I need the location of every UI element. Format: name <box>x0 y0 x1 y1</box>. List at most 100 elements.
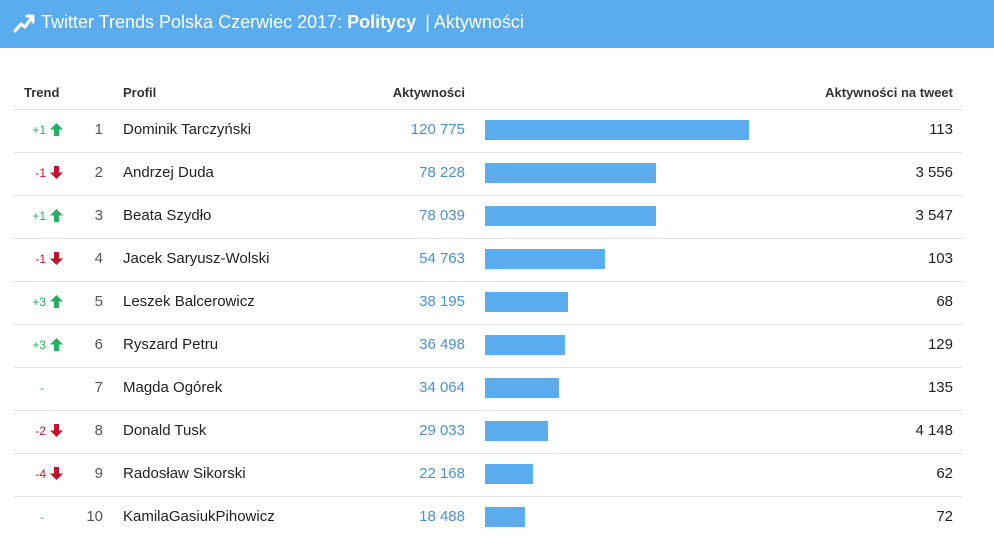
rank-number: 4 <box>94 250 103 267</box>
arrow-up-icon <box>50 209 63 222</box>
table-row[interactable]: -1 4 Jacek Saryusz-Wolski 54 763 103 <box>13 238 963 281</box>
activity-bar <box>485 421 548 441</box>
trend-value: -2 <box>35 424 46 438</box>
activity-per-tweet: 129 <box>927 336 953 353</box>
activity-per-tweet: 62 <box>936 465 953 482</box>
row-divider <box>13 496 963 497</box>
trend-line-icon <box>13 14 35 33</box>
rank-number: 2 <box>94 164 103 181</box>
arrow-up-icon <box>50 338 63 351</box>
activity-value: 54 763 <box>419 250 465 267</box>
profile-name[interactable]: Leszek Balcerowicz <box>123 293 255 310</box>
trend-cell: - <box>13 381 63 395</box>
rank-number: 3 <box>94 207 103 224</box>
table-row[interactable]: +3 5 Leszek Balcerowicz 38 195 68 <box>13 281 963 324</box>
activity-value: 29 033 <box>419 422 465 439</box>
table-row[interactable]: -2 8 Donald Tusk 29 033 4 148 <box>13 410 963 453</box>
arrow-up-icon <box>50 295 63 308</box>
activity-per-tweet: 113 <box>929 121 953 138</box>
activity-value: 34 064 <box>419 379 465 396</box>
table-row[interactable]: -4 9 Radosław Sikorski 22 168 62 <box>13 453 963 496</box>
table-row[interactable]: +3 6 Ryszard Petru 36 498 129 <box>13 324 963 367</box>
profile-name[interactable]: KamilaGasiukPihowicz <box>123 508 275 525</box>
title-category: Politycy <box>347 12 417 32</box>
row-divider <box>13 152 963 153</box>
row-divider <box>13 195 963 196</box>
arrow-down-icon <box>50 424 63 437</box>
rank-number: 1 <box>94 121 103 138</box>
activity-value: 38 195 <box>419 293 465 310</box>
profile-name[interactable]: Radosław Sikorski <box>123 465 246 482</box>
column-header-activity: Aktywności <box>392 85 465 100</box>
trend-value: -1 <box>35 252 46 266</box>
profile-name[interactable]: Dominik Tarczyński <box>123 121 252 138</box>
activity-value: 36 498 <box>419 336 465 353</box>
activity-bar <box>485 335 565 355</box>
activity-bar <box>485 249 605 269</box>
activity-bar <box>485 507 525 527</box>
table-row[interactable]: +1 1 Dominik Tarczyński 120 775 113 <box>13 109 963 152</box>
title-separator: | <box>425 12 430 32</box>
column-header-profile: Profil <box>123 85 157 100</box>
activity-per-tweet: 4 148 <box>915 422 953 439</box>
header-divider <box>13 109 963 110</box>
row-divider <box>13 367 963 368</box>
rank-number: 10 <box>86 508 103 525</box>
trend-cell: -1 <box>13 252 63 266</box>
rank-number: 8 <box>94 422 103 439</box>
row-divider <box>13 453 963 454</box>
activity-per-tweet: 3 547 <box>915 207 953 224</box>
trend-value: +3 <box>32 338 46 352</box>
activity-value: 78 039 <box>419 207 465 224</box>
activity-per-tweet: 3 556 <box>915 164 953 181</box>
page-title: Twitter Trends Polska Czerwiec 2017: Pol… <box>41 12 524 33</box>
trend-value: -1 <box>35 166 46 180</box>
profile-name[interactable]: Donald Tusk <box>123 422 207 439</box>
profile-name[interactable]: Ryszard Petru <box>123 336 219 353</box>
activity-value: 120 775 <box>410 121 465 138</box>
trend-cell: +3 <box>13 295 63 309</box>
title-prefix: Twitter Trends Polska Czerwiec 2017: <box>41 12 343 32</box>
arrow-down-icon <box>50 166 63 179</box>
arrow-down-icon <box>50 467 63 480</box>
table-row[interactable]: +1 3 Beata Szydło 78 039 3 547 <box>13 195 963 238</box>
profile-name[interactable]: Andrzej Duda <box>123 164 214 181</box>
trend-value: +1 <box>32 123 46 137</box>
row-divider <box>13 281 963 282</box>
row-divider <box>13 410 963 411</box>
profile-name[interactable]: Beata Szydło <box>123 207 212 224</box>
trend-cell: +1 <box>13 123 63 137</box>
title-metric: Aktywności <box>433 12 524 32</box>
activity-per-tweet: 68 <box>936 293 953 310</box>
row-divider <box>13 238 963 239</box>
activity-value: 22 168 <box>419 465 465 482</box>
arrow-down-icon <box>50 252 63 265</box>
trend-cell: - <box>13 510 63 524</box>
trend-cell: +3 <box>13 338 63 352</box>
column-header-per-tweet: Aktywności na tweet <box>825 85 953 100</box>
activity-bar <box>485 464 533 484</box>
activity-per-tweet: 135 <box>927 379 953 396</box>
table-row[interactable]: -1 2 Andrzej Duda 78 228 3 556 <box>13 152 963 195</box>
trend-value: - <box>40 510 44 524</box>
activity-bar <box>485 120 749 140</box>
rank-number: 6 <box>94 336 103 353</box>
activity-value: 78 228 <box>419 164 465 181</box>
rank-number: 9 <box>94 465 103 482</box>
activity-bar <box>485 163 656 183</box>
trend-cell: -1 <box>13 166 63 180</box>
header-bar: Twitter Trends Polska Czerwiec 2017: Pol… <box>0 0 994 48</box>
table-row[interactable]: - 7 Magda Ogórek 34 064 135 <box>13 367 963 410</box>
trend-value: +3 <box>32 295 46 309</box>
profile-name[interactable]: Magda Ogórek <box>123 379 223 396</box>
table-row[interactable]: - 10 KamilaGasiukPihowicz 18 488 72 <box>13 496 963 539</box>
trend-cell: +1 <box>13 209 63 223</box>
activity-bar <box>485 206 656 226</box>
activity-bar <box>485 378 559 398</box>
trend-cell: -2 <box>13 424 63 438</box>
profile-name[interactable]: Jacek Saryusz-Wolski <box>123 250 270 267</box>
activity-bar <box>485 292 568 312</box>
trend-value: - <box>40 381 44 395</box>
trend-value: +1 <box>32 209 46 223</box>
trend-value: -4 <box>35 467 46 481</box>
